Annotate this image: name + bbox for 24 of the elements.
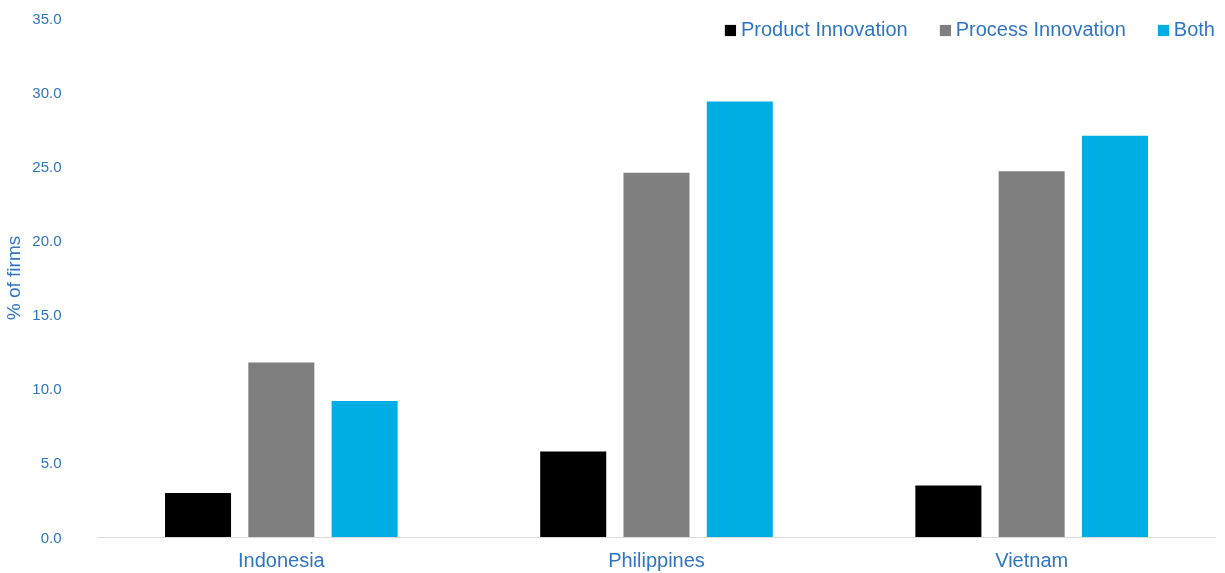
bar [540,451,607,538]
legend-label: Product Innovation [740,18,908,41]
x-tick-label: Philippines [608,548,705,571]
y-tick-label: 25.0 [32,157,62,175]
y-tick-label: 10.0 [32,380,62,398]
bar [331,401,398,538]
legend-label: Both [1173,18,1215,41]
y-tick-label: 0.0 [40,528,62,546]
bar [248,362,315,538]
bar [706,101,773,538]
x-tick-label: Vietnam [995,548,1069,571]
bar [1081,135,1148,538]
legend-label: Process Innovation [955,18,1126,41]
y-axis-title: % of firms [3,235,25,321]
y-tick-label: 35.0 [32,9,62,27]
y-tick-label: 5.0 [40,454,62,472]
y-tick-label: 30.0 [32,83,62,101]
x-tick-label: Indonesia [237,548,326,571]
y-tick-label: 15.0 [32,306,62,324]
bar [915,485,982,538]
bar [998,171,1065,538]
bar [165,493,232,538]
y-tick-label: 20.0 [32,231,62,249]
bar [623,172,690,538]
